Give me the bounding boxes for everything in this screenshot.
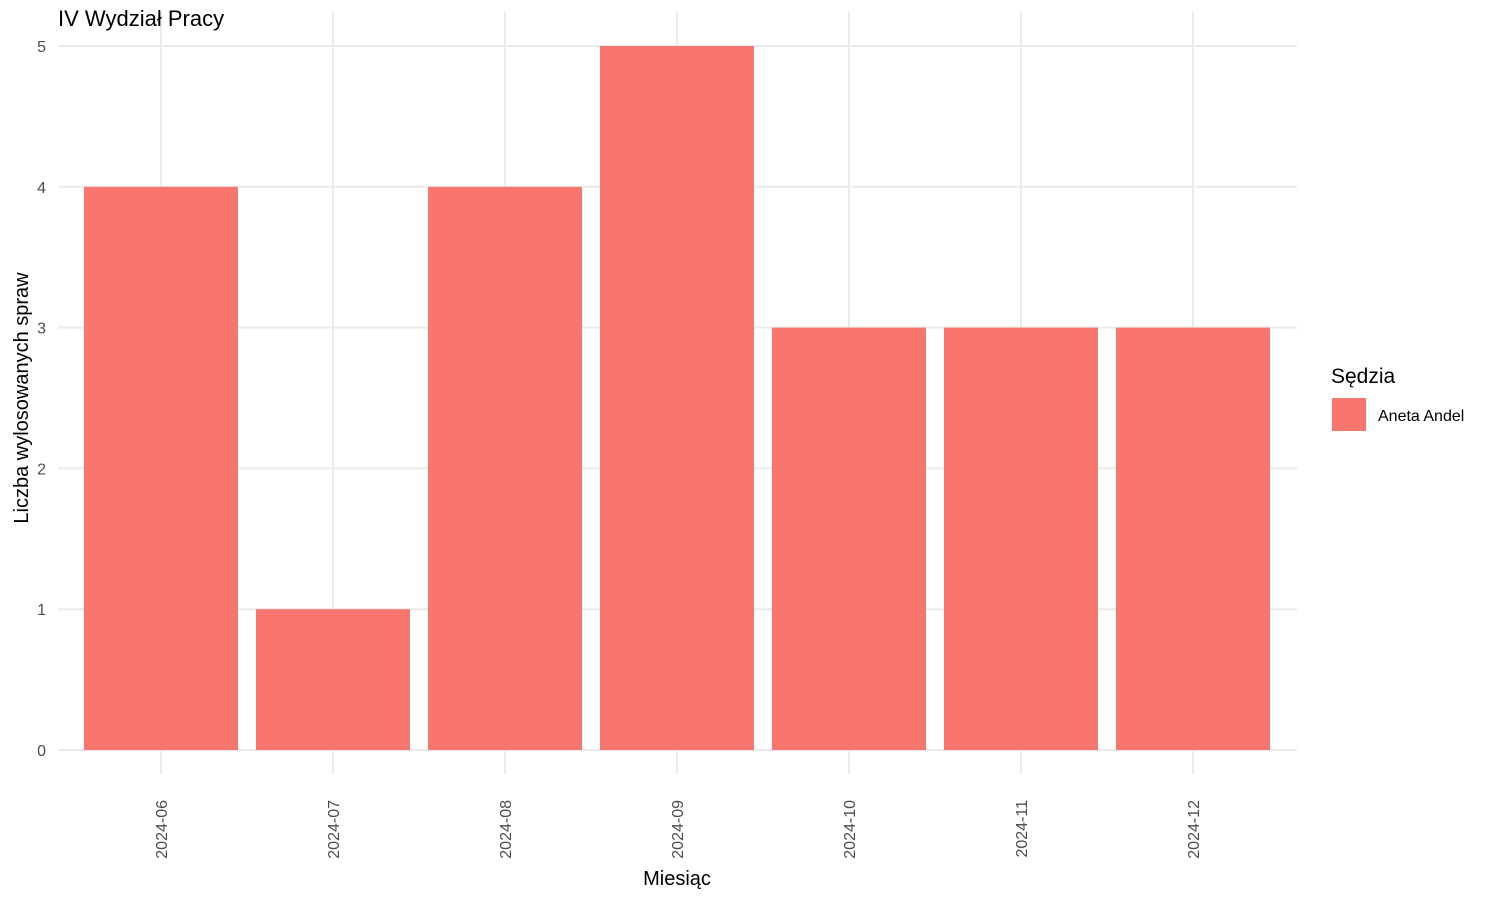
bar-2024-07 — [256, 609, 410, 750]
x-tick-label: 2024-10 — [842, 800, 859, 859]
y-tick-label: 3 — [37, 321, 46, 338]
y-tick-label: 2 — [37, 461, 46, 478]
x-tick-label: 2024-09 — [670, 800, 687, 859]
bar-2024-09 — [600, 46, 754, 750]
y-tick-labels: 0 1 2 3 4 5 — [37, 39, 46, 760]
bar-2024-12 — [1116, 327, 1270, 750]
bar-2024-10 — [772, 327, 926, 750]
chart-title: IV Wydział Pracy — [58, 6, 224, 31]
x-tick-label: 2024-11 — [1014, 800, 1031, 858]
y-tick-label: 0 — [37, 743, 46, 760]
y-tick-label: 4 — [37, 180, 46, 197]
x-tick-labels: 2024-06 2024-07 2024-08 2024-09 2024-10 2024-… — [154, 800, 1203, 859]
bar-2024-08 — [428, 186, 582, 751]
y-tick-label: 1 — [37, 602, 46, 619]
y-tick-label: 5 — [37, 39, 46, 56]
x-tick-label: 2024-07 — [326, 800, 343, 859]
legend: Sędzia Aneta Andel — [1331, 365, 1464, 431]
bar-2024-11 — [944, 327, 1098, 750]
y-axis-title: Liczba wylosowanych spraw — [11, 272, 33, 524]
x-tick-label: 2024-06 — [154, 800, 171, 859]
bar-layer — [84, 46, 1270, 751]
x-tick-label: 2024-12 — [1186, 800, 1203, 859]
legend-swatch — [1332, 398, 1366, 431]
x-tick-label: 2024-08 — [498, 800, 515, 859]
x-axis-title: Miesiąc — [643, 868, 711, 890]
legend-title: Sędzia — [1331, 365, 1396, 388]
bar-2024-06 — [84, 186, 238, 751]
legend-label: Aneta Andel — [1378, 408, 1464, 425]
